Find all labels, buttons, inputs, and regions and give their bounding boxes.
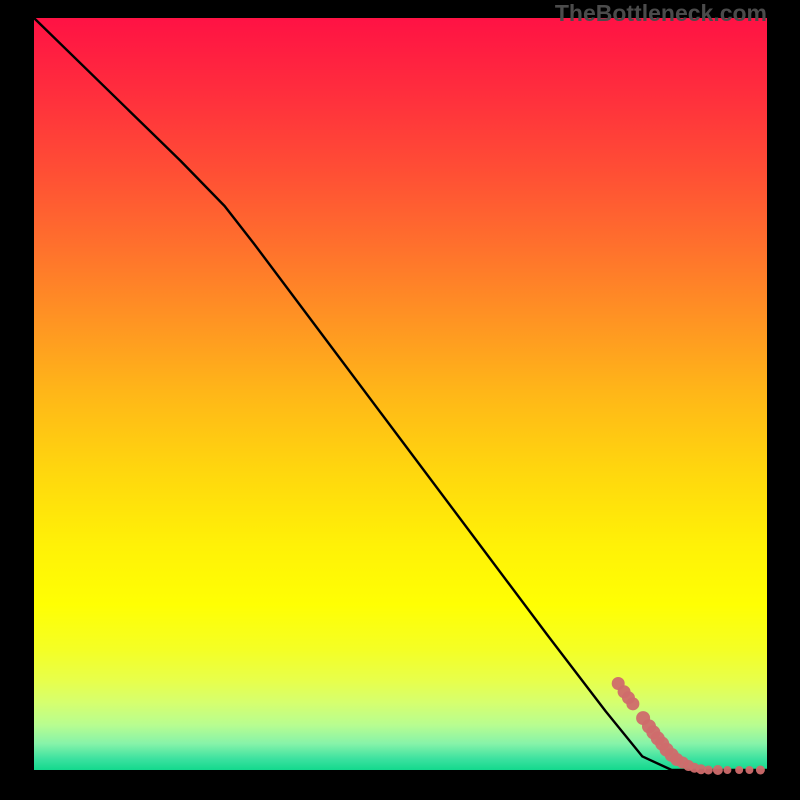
scatter-dot: [735, 766, 743, 774]
scatter-dot: [713, 765, 723, 775]
scatter-dot: [626, 697, 639, 710]
scatter-dot: [756, 766, 765, 775]
scatter-dot: [723, 766, 731, 774]
gradient-background: [34, 18, 767, 770]
bottleneck-gradient-chart: [0, 0, 800, 800]
scatter-dot: [704, 766, 713, 775]
scatter-dot: [745, 766, 753, 774]
